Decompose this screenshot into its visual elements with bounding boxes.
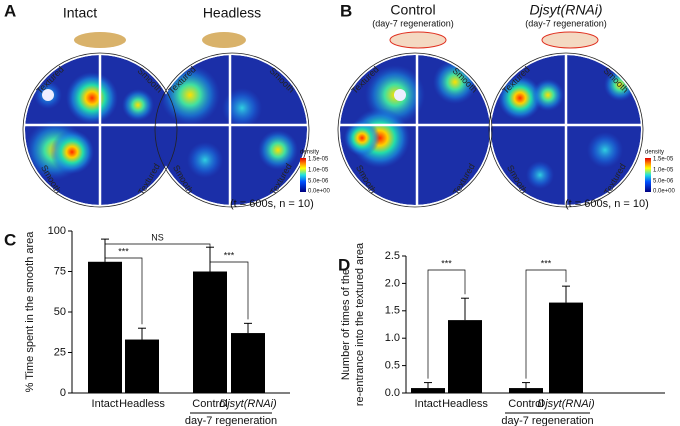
panel-letter: C — [4, 230, 16, 249]
bar — [509, 388, 543, 393]
panel-letter: D — [338, 255, 350, 274]
x-tick-label: Headless — [119, 398, 165, 410]
colorbar — [300, 158, 306, 192]
significance-bracket — [104, 257, 143, 325]
colorbar-tick: 1.0e-05 — [308, 168, 329, 174]
quadrant-lines — [25, 55, 641, 205]
significance-label: *** — [541, 258, 552, 268]
colorbar-tick: 5.0e-06 — [308, 179, 329, 185]
x-tick-label: Control — [508, 398, 543, 410]
y-tick-label: 0 — [60, 387, 66, 399]
colorbar-title: density — [645, 150, 664, 156]
significance-bracket — [525, 269, 567, 379]
bar — [448, 320, 482, 393]
group-label: day-7 regeneration — [501, 415, 593, 426]
bar — [411, 388, 445, 393]
bar — [88, 261, 122, 393]
map-subtitle: (day-7 regeneration) — [525, 18, 607, 28]
y-axis-label: Number of times of the — [340, 269, 352, 380]
significance-label: NS — [151, 232, 164, 242]
heatmap — [340, 55, 490, 205]
colorbar-tick: 1.5e-05 — [653, 157, 674, 163]
note: (t = 600s, n = 10) — [230, 198, 314, 210]
worm-icon — [74, 32, 126, 48]
worm-icon — [389, 31, 447, 49]
map-subtitle: (day-7 regeneration) — [372, 18, 454, 28]
x-tick-label: Djsyt(RNAi) — [219, 398, 277, 410]
y-tick-label: 100 — [48, 225, 66, 237]
significance-bracket — [427, 269, 466, 379]
panel-letter: B — [340, 1, 352, 20]
map-title: Djsyt(RNAi) — [529, 2, 602, 18]
x-tick-label: Control — [192, 398, 227, 410]
y-tick-label: 2.5 — [385, 250, 400, 262]
y-tick-label: 0.5 — [385, 360, 400, 372]
y-tick-label: 25 — [54, 346, 66, 358]
y-tick-label: 1.5 — [385, 305, 400, 317]
y-tick-label: 50 — [54, 306, 66, 318]
map-outlines — [22, 52, 644, 208]
significance-label: *** — [224, 250, 235, 260]
y-tick-label: 1.0 — [385, 332, 400, 344]
x-tick-label: Intact — [415, 398, 442, 410]
colorbar — [645, 158, 651, 192]
y-tick-label: 2.0 — [385, 277, 400, 289]
panel-letter: A — [4, 1, 16, 20]
group-label: day-7 regeneration — [185, 415, 277, 426]
colorbar-tick: 1.0e-05 — [653, 168, 674, 174]
bar — [549, 302, 583, 393]
x-tick-label: Headless — [442, 398, 488, 410]
bar — [193, 271, 227, 393]
significance-label: *** — [118, 246, 129, 256]
significance-label: *** — [441, 258, 452, 268]
map-title: Intact — [63, 5, 97, 21]
y-tick-label: 75 — [54, 265, 66, 277]
colorbar-tick: 0.0e+00 — [308, 189, 331, 195]
bar — [231, 333, 265, 393]
x-tick-label: Intact — [92, 398, 119, 410]
colorbar-tick: 0.0e+00 — [653, 189, 676, 195]
bar — [125, 339, 159, 393]
note: (t = 600s, n = 10) — [565, 198, 649, 210]
x-tick-label: Djsyt(RNAi) — [537, 398, 595, 410]
significance-bracket — [104, 243, 211, 250]
y-axis-label: % Time spent in the smooth area — [24, 231, 36, 393]
worm-icon — [202, 32, 246, 48]
y-tick-label: 0.0 — [385, 387, 400, 399]
worm-icon — [541, 31, 599, 49]
colorbar-title: density — [300, 150, 319, 156]
map-title: Control — [390, 2, 435, 18]
colorbar-tick: 5.0e-06 — [653, 179, 674, 185]
y-axis-label: re-entrance into the textured area — [354, 242, 366, 406]
colorbar-tick: 1.5e-05 — [308, 157, 329, 163]
significance-bracket — [209, 261, 249, 320]
map-title: Headless — [203, 5, 261, 21]
